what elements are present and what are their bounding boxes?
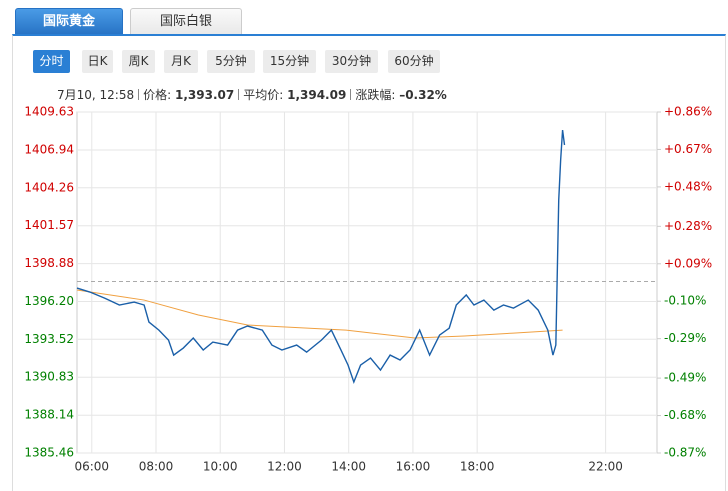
period-button[interactable]: 周K (122, 50, 155, 73)
y-tick-label: 1398.88 (24, 256, 74, 270)
period-button[interactable]: 5分钟 (207, 50, 255, 73)
x-tick-label: 06:00 (74, 460, 109, 474)
y2-tick-label: -0.87% (664, 446, 706, 460)
x-tick-label: 16:00 (396, 460, 431, 474)
y-tick-label: 1409.63 (24, 105, 74, 119)
y2-tick-label: -0.68% (664, 408, 706, 422)
plot-area (76, 111, 658, 454)
y-tick-label: 1388.14 (24, 408, 74, 422)
period-button[interactable]: 日K (82, 50, 113, 73)
x-tick-label: 08:00 (139, 460, 174, 474)
x-tick-label: 14:00 (331, 460, 366, 474)
x-tick-label: 12:00 (267, 460, 302, 474)
x-tick-label: 10:00 (203, 460, 238, 474)
y-tick-label: 1406.94 (24, 142, 74, 156)
y2-tick-label: -0.49% (664, 371, 706, 385)
y-tick-label: 1404.26 (24, 180, 74, 194)
y2-tick-label: +0.28% (664, 219, 712, 233)
time: 7月10, 12:58 (57, 88, 135, 102)
y2-tick-label: +0.67% (664, 142, 712, 156)
y-tick-label: 1390.83 (24, 370, 74, 384)
y-tick-label: 1401.57 (24, 218, 74, 232)
line (76, 289, 563, 339)
separator (238, 89, 240, 100)
separator (138, 89, 140, 100)
x-tick-label: 18:00 (460, 460, 495, 474)
panel (12, 34, 726, 491)
change-label: 涨跌幅: (355, 88, 396, 102)
y-tick-label: 1393.52 (24, 332, 74, 346)
period-button[interactable]: 15分钟 (263, 50, 316, 73)
y2-tick-label: +0.86% (664, 105, 712, 119)
period-button[interactable]: 月K (164, 50, 198, 73)
tab[interactable]: 国际黄金 (15, 8, 123, 35)
y2-tick-label: -0.29% (664, 331, 706, 345)
period-button[interactable]: 60分钟 (388, 50, 440, 73)
y2-tick-label: +0.48% (664, 179, 712, 193)
price: 1,393.07 (175, 88, 235, 102)
period-button[interactable]: 30分钟 (325, 50, 378, 73)
y2-tick-label: -0.10% (664, 294, 706, 308)
y-tick-label: 1396.20 (24, 294, 74, 308)
tab[interactable]: 国际白银 (130, 8, 242, 35)
price-label: 价格: (143, 88, 172, 102)
period-button[interactable]: 分时 (33, 50, 70, 73)
info-line: 7月10, 12:58 价格: 1,393.07 平均价: 1,394.09 涨跌幅:… (57, 86, 447, 103)
y2-tick-label: +0.09% (664, 256, 712, 270)
line (76, 129, 566, 385)
avg-label: 平均价: (243, 88, 284, 102)
x-tick-label: 22:00 (588, 460, 623, 474)
avg: 1,394.09 (287, 88, 347, 102)
y-tick-label: 1385.46 (24, 446, 74, 460)
separator (350, 89, 352, 100)
change: –0.32% (399, 88, 447, 102)
